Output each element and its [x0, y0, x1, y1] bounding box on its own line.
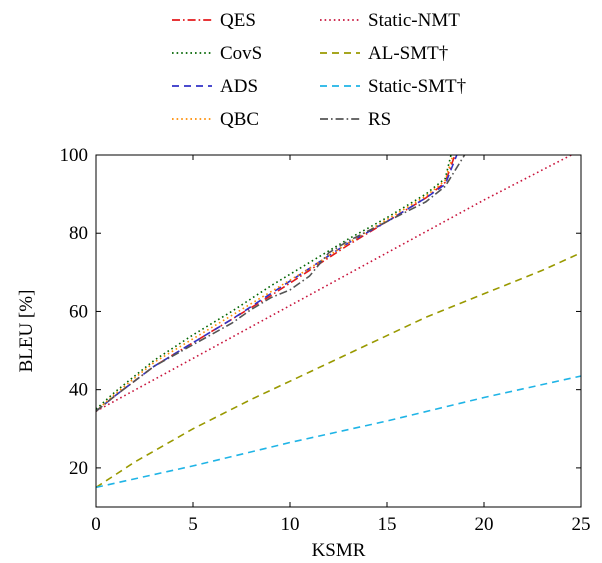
y-tick-label: 20 — [69, 458, 88, 479]
plot-frame — [95, 154, 582, 508]
legend-label-ads: ADS — [220, 76, 258, 97]
legend-label-qes: QES — [220, 10, 256, 31]
x-tick-label: 20 — [475, 514, 494, 535]
series-line-al-smt — [96, 252, 581, 489]
legend-label-al-smt: AL-SMT† — [368, 43, 448, 64]
series-line-static-nmt — [96, 155, 572, 412]
y-tick-label: 60 — [69, 301, 88, 322]
legend-label-qbc: QBC — [220, 109, 259, 130]
x-tick-label: 25 — [572, 514, 591, 535]
x-tick-label: 10 — [281, 514, 300, 535]
legend: QES CovS ADS QBC Static-NMT AL-SMT† Static-SMT… — [172, 10, 466, 130]
series-line-covs — [96, 155, 452, 410]
series-line-ads — [96, 155, 458, 412]
y-tick-label: 40 — [69, 380, 88, 401]
legend-label-static-smt: Static-SMT† — [368, 76, 466, 97]
series-line-qes — [96, 155, 456, 412]
series-line-rs — [96, 155, 466, 412]
y-tick-label: 80 — [69, 223, 88, 244]
series-layer — [96, 155, 581, 489]
series-line-qbc — [96, 155, 454, 412]
x-tick-label: 0 — [91, 514, 101, 535]
legend-label-static-nmt: Static-NMT — [368, 10, 460, 31]
x-tick-label: 15 — [378, 514, 397, 535]
series-line-static-smt — [96, 375, 581, 489]
x-axis-title: KSMR — [312, 540, 366, 561]
ticks: 0 5 10 15 20 25 20 40 60 80 100 — [60, 145, 591, 535]
y-tick-label: 100 — [60, 145, 89, 166]
x-tick-label: 5 — [188, 514, 198, 535]
y-axis-title: BLEU [%] — [16, 290, 37, 373]
legend-label-rs: RS — [368, 109, 391, 130]
legend-label-covs: CovS — [220, 43, 262, 64]
